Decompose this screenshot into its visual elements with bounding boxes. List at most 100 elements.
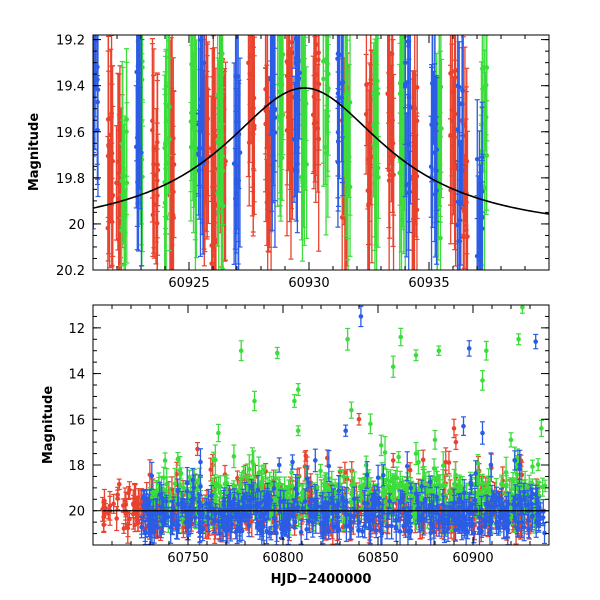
data-point <box>341 474 346 479</box>
data-point <box>111 501 116 507</box>
data-point <box>414 118 420 124</box>
data-point <box>198 103 203 109</box>
data-point <box>356 416 362 422</box>
data-point <box>162 458 168 463</box>
data-point <box>204 119 209 125</box>
data-point <box>412 105 418 111</box>
data-point <box>251 123 257 129</box>
data-point <box>478 250 483 255</box>
data-point <box>216 123 222 128</box>
data-point <box>363 111 369 117</box>
data-point <box>342 120 348 126</box>
data-point <box>347 100 353 105</box>
data-point <box>474 253 480 259</box>
data-point <box>340 80 345 86</box>
data-point <box>386 178 392 183</box>
data-point <box>171 215 176 220</box>
data-point <box>345 181 350 187</box>
data-point <box>484 65 490 70</box>
data-point <box>462 171 468 177</box>
data-point <box>429 81 435 86</box>
data-point <box>124 180 130 186</box>
y-tick-label: 19.8 <box>56 172 85 187</box>
data-point <box>153 202 159 207</box>
data-point <box>326 86 331 91</box>
data-point <box>463 223 469 228</box>
data-point <box>328 525 334 530</box>
data-point <box>167 104 172 110</box>
data-point <box>459 168 465 174</box>
data-point <box>175 456 181 462</box>
data-point <box>376 175 381 180</box>
data-point <box>195 446 200 452</box>
data-point <box>93 123 96 128</box>
x-tick-label: 60925 <box>168 276 209 291</box>
data-point <box>134 69 140 75</box>
data-point <box>434 188 439 193</box>
data-point <box>272 107 278 113</box>
data-point <box>371 97 377 102</box>
top-y-axis: 19.2 19.4 19.6 19.8 20 20.2 <box>56 34 549 279</box>
y-tick-label: 19.4 <box>56 80 85 95</box>
data-point <box>391 172 396 178</box>
data-point <box>136 185 141 191</box>
data-point <box>126 490 131 496</box>
data-point <box>125 522 131 527</box>
data-point <box>208 467 214 472</box>
data-point <box>407 467 413 473</box>
data-point <box>313 51 318 57</box>
data-point <box>453 111 458 117</box>
data-point <box>310 112 316 118</box>
data-point <box>197 145 202 151</box>
data-point <box>335 129 341 135</box>
data-point <box>237 150 243 155</box>
data-point <box>101 514 107 520</box>
data-point <box>321 59 326 64</box>
data-point <box>109 111 115 116</box>
data-point <box>368 81 374 87</box>
data-point <box>287 141 292 147</box>
data-point <box>269 129 275 134</box>
data-point <box>223 158 228 164</box>
data-point <box>374 78 380 84</box>
data-point <box>213 239 218 245</box>
x-tick-label: 60930 <box>288 276 329 291</box>
data-point <box>432 84 438 89</box>
data-point <box>443 459 449 465</box>
data-point <box>235 475 240 481</box>
data-point <box>115 492 120 498</box>
data-point <box>474 156 480 162</box>
data-point <box>200 88 205 94</box>
top-model-curve <box>93 87 549 215</box>
data-point <box>449 118 455 124</box>
data-point <box>452 134 457 140</box>
data-point <box>460 88 465 93</box>
bottom-data-points <box>100 305 549 545</box>
data-point <box>164 481 170 487</box>
data-point <box>267 177 272 182</box>
data-point <box>322 144 328 150</box>
data-point <box>130 501 136 506</box>
data-point <box>124 117 129 122</box>
data-point <box>448 71 453 76</box>
data-point <box>302 158 307 164</box>
y-tick-label: 20 <box>68 218 85 233</box>
data-point <box>233 177 239 182</box>
data-point <box>208 146 214 152</box>
data-point <box>116 481 122 487</box>
data-point <box>123 230 128 235</box>
data-point <box>107 503 113 509</box>
data-point <box>162 145 167 151</box>
x-tick-label: 60935 <box>408 276 449 291</box>
data-point <box>219 200 224 205</box>
data-point <box>451 426 457 431</box>
data-point <box>277 82 283 87</box>
data-point <box>246 60 251 66</box>
y-tick-label: 20.2 <box>56 264 85 279</box>
data-point <box>420 457 426 463</box>
data-point <box>437 162 443 167</box>
data-point <box>114 180 119 186</box>
data-point <box>295 50 301 56</box>
